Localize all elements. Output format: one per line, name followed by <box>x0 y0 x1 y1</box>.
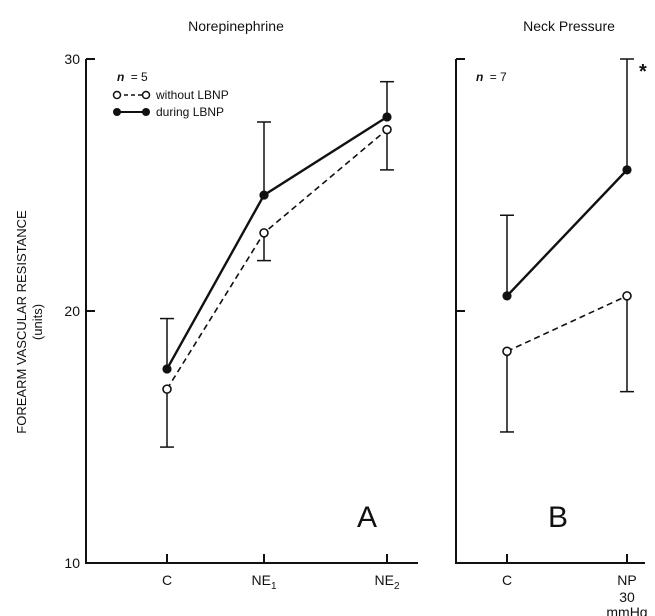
x-tick-label: NP <box>617 572 636 588</box>
panel-a-letter: A <box>357 501 377 534</box>
panel-a-x-ticks: C NE1 NE2 <box>162 554 400 592</box>
series-without-lbnp-line <box>506 295 628 353</box>
legend-during-label: during LBNP <box>156 105 224 119</box>
data-point-open <box>259 228 269 238</box>
y-tick-label: 30 <box>64 51 80 67</box>
data-point-filled <box>382 112 392 122</box>
x-tick-label: NE2 <box>374 572 399 592</box>
panel-a-y-ticks: 10 20 30 <box>64 51 95 571</box>
data-point-open <box>382 124 392 135</box>
panel-a: Norepinephrine 10 20 30 C NE1 NE2 n = 5 with… <box>64 18 418 592</box>
y-axis-units: (units) <box>30 304 45 340</box>
panel-b-title: Neck Pressure <box>523 18 615 34</box>
y-tick-label: 20 <box>64 303 80 319</box>
panel-b-y-ticks <box>456 58 465 564</box>
data-point-filled <box>622 165 632 175</box>
data-point-open <box>502 346 512 357</box>
series-without-lbnp-line <box>166 128 388 390</box>
legend-without-marker-end <box>141 90 151 100</box>
panel-a-title: Norepinephrine <box>188 18 284 34</box>
legend-without-marker <box>112 90 122 100</box>
panel-b-letter: B <box>548 501 568 534</box>
data-point-filled <box>162 364 172 374</box>
series-during-lbnp-line <box>165 115 388 370</box>
significance-asterisk: * <box>639 61 647 83</box>
x-tick-label: C <box>162 572 172 588</box>
panel-b-n-label: n = 7 <box>476 70 507 84</box>
x-tick-sublabel: 30 <box>619 589 635 605</box>
legend-without-label: without LBNP <box>155 88 229 102</box>
panel-a-series <box>160 80 394 448</box>
legend-during-marker <box>113 108 121 116</box>
panel-b-axes <box>455 59 645 564</box>
panel-a-axes <box>85 59 418 564</box>
x-tick-label: C <box>502 572 512 588</box>
x-tick-sublabel: mmHg <box>606 604 647 616</box>
x-tick-label: NE1 <box>251 572 276 592</box>
data-point-filled <box>502 291 512 301</box>
y-tick-label: 10 <box>64 555 80 571</box>
data-point-filled <box>259 190 269 200</box>
data-point-open <box>162 384 172 394</box>
panel-a-n-label: n = 5 <box>117 70 148 84</box>
legend: n = 5 without LBNP during LBNP <box>112 70 229 119</box>
legend-during-marker-end <box>142 108 150 116</box>
series-during-lbnp-line <box>506 169 628 297</box>
data-point-open <box>622 291 632 301</box>
panel-b-series <box>500 58 634 433</box>
y-axis-label: FOREARM VASCULAR RESISTANCE <box>14 210 29 434</box>
